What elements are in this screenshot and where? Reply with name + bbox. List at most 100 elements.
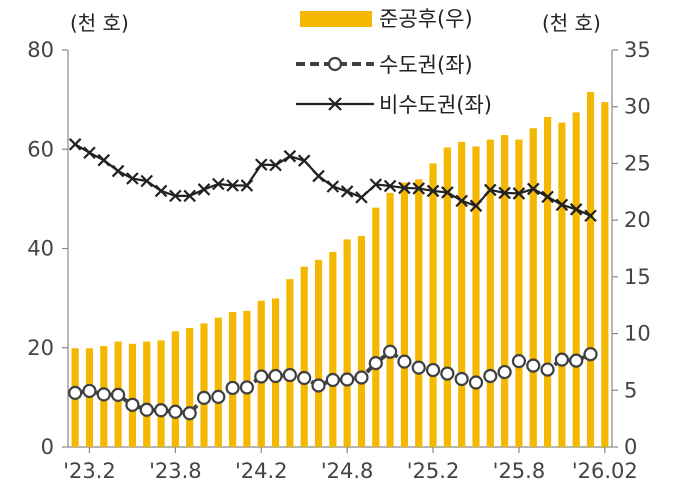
- x-tick-label: '25.8: [493, 459, 546, 483]
- right-tick-label: 25: [624, 151, 651, 175]
- point-비수도권: [254, 158, 268, 171]
- bar: [343, 239, 351, 447]
- point-비수도권: [512, 187, 526, 200]
- right-tick-label: 20: [624, 208, 651, 232]
- point-수도권: [540, 362, 555, 377]
- right-tick-label: 10: [624, 322, 651, 346]
- bar: [386, 192, 394, 447]
- left-tick-label: 60: [27, 137, 54, 161]
- point-수도권: [125, 397, 140, 412]
- point-수도권: [468, 375, 484, 390]
- bar: [586, 91, 595, 448]
- point-비수도권: [383, 179, 397, 193]
- point-비수도권: [369, 178, 383, 191]
- legend-label-비수도권: 비수도권(좌): [379, 93, 492, 117]
- point-수도권: [153, 403, 169, 418]
- point-비수도권: [441, 186, 454, 199]
- bar: [157, 340, 165, 447]
- tick-labels: 0 20 40 60 80 0 5 10 15 20 25 30 35 '23.2 '23.8 '24.2 '2…: [27, 38, 650, 483]
- right-tick-label: 15: [624, 265, 651, 289]
- x-tick-label: '24.2: [235, 459, 288, 483]
- point-비수도권: [426, 184, 440, 198]
- bar: [128, 343, 136, 447]
- bar: [214, 317, 222, 447]
- x-tick-label: '24.8: [321, 459, 374, 483]
- point-수도권: [368, 356, 383, 371]
- point-비수도권: [297, 154, 311, 167]
- legend-label-수도권: 수도권(좌): [379, 53, 473, 77]
- point-비수도권: [398, 181, 411, 195]
- point-비수도권: [569, 203, 583, 216]
- bar: [486, 139, 494, 447]
- point-수도권: [526, 358, 541, 373]
- point-수도권: [425, 362, 441, 378]
- point-수도권: [196, 390, 212, 405]
- right-unit-label: (천 호): [542, 11, 601, 35]
- bar: [300, 266, 308, 447]
- bar: [572, 112, 580, 447]
- point-비수도권: [97, 153, 111, 167]
- right-tick-label: 30: [624, 95, 651, 119]
- bar: [400, 182, 408, 447]
- bar: [329, 251, 337, 447]
- bar: [515, 139, 523, 447]
- legend-swatch-비수도권: [296, 97, 374, 111]
- bar: [501, 135, 509, 448]
- bar-series-준공후: [71, 91, 609, 448]
- bar: [558, 122, 566, 447]
- right-tick-label: 5: [624, 378, 637, 402]
- point-수도권: [497, 364, 512, 380]
- point-수도권: [239, 380, 255, 395]
- bar: [171, 331, 179, 447]
- point-수도권: [440, 366, 455, 381]
- line-series: [68, 138, 598, 421]
- point-비수도권: [455, 194, 468, 208]
- point-수도권: [254, 369, 269, 384]
- point-수도권: [311, 378, 326, 393]
- right-tick-label: 0: [624, 435, 637, 459]
- bar: [529, 128, 537, 447]
- point-비수도권: [197, 183, 211, 196]
- point-수도권: [82, 383, 97, 399]
- bar: [143, 341, 151, 447]
- point-수도권: [511, 354, 527, 369]
- point-비수도권: [154, 184, 168, 198]
- point-비수도권: [355, 191, 368, 204]
- point-수도권: [96, 387, 111, 402]
- point-비수도권: [83, 146, 96, 160]
- point-수도권: [411, 360, 426, 375]
- left-tick-label: 80: [27, 38, 54, 62]
- x-tick-label: '23.8: [149, 459, 202, 483]
- point-비수도권: [269, 158, 282, 172]
- legend: 준공후(우) 수도권(좌) 비수도권(좌): [296, 7, 492, 117]
- bar: [200, 323, 208, 447]
- point-수도권: [282, 367, 297, 383]
- point-수도권: [111, 387, 126, 402]
- point-비수도권: [326, 180, 340, 193]
- x-tick-label: '25.2: [407, 459, 460, 483]
- point-수도권: [554, 352, 569, 367]
- point-수도권: [583, 347, 598, 362]
- point-수도권: [168, 404, 183, 419]
- point-수도권: [68, 385, 83, 401]
- point-비수도권: [498, 186, 511, 200]
- point-수도권: [268, 368, 283, 384]
- point-수도권: [354, 370, 369, 385]
- x-tick-label: '23.2: [63, 459, 116, 483]
- point-수도권: [297, 370, 312, 386]
- bar: [357, 236, 366, 447]
- bar: [443, 147, 451, 447]
- point-비수도권: [169, 189, 182, 203]
- bar: [415, 179, 423, 447]
- point-비수도권: [484, 183, 497, 197]
- point-비수도권: [183, 189, 196, 203]
- point-비수도권: [412, 182, 426, 195]
- line-비수도권: [74, 143, 591, 217]
- point-비수도권: [312, 169, 325, 183]
- bar: [314, 259, 323, 447]
- right-tick-label: 35: [624, 38, 651, 62]
- point-비수도권: [240, 179, 254, 192]
- bar: [286, 279, 294, 447]
- bar: [601, 102, 609, 448]
- point-비수도권: [526, 182, 540, 196]
